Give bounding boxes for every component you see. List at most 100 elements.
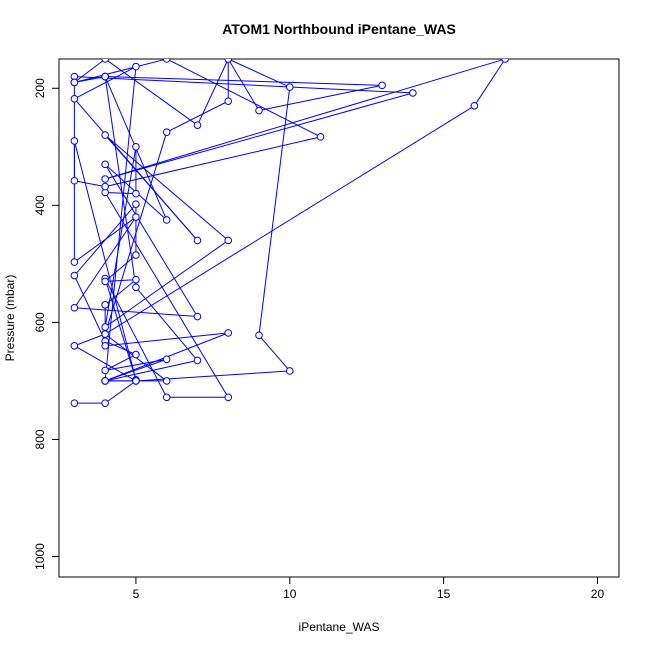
data-point (101, 330, 109, 338)
series-segment (105, 79, 136, 285)
series-segment (108, 192, 133, 194)
data-point (162, 393, 171, 402)
data-point (132, 62, 140, 71)
series-segment (258, 90, 290, 333)
data-point (132, 275, 140, 284)
data-point (101, 323, 109, 331)
series-segment (198, 61, 228, 123)
data-point (409, 89, 417, 97)
data-point (162, 377, 171, 385)
data-point (162, 59, 171, 63)
series-segment (108, 332, 226, 346)
series-segment (77, 76, 103, 83)
x-tick-label: 20 (591, 587, 605, 601)
series-segment (107, 355, 134, 370)
x-axis: 5 10 15 20 (133, 576, 605, 601)
data-point (193, 236, 202, 245)
data-point (70, 95, 79, 103)
data-point (70, 176, 79, 185)
series-segment (108, 360, 195, 381)
data-point (224, 59, 233, 63)
y-axis-label: Pressure (mbar) (3, 275, 17, 362)
data-point (193, 356, 202, 365)
x-tick-label: 15 (437, 587, 451, 601)
y-tick-label: 600 (33, 312, 47, 332)
data-point (224, 97, 233, 105)
series (70, 59, 509, 407)
x-tick-label: 10 (283, 587, 297, 601)
series-segment (76, 60, 103, 81)
y-tick-label: 1000 (33, 543, 47, 570)
data-point (255, 331, 263, 340)
series-segment (106, 195, 227, 395)
series-segment (107, 341, 134, 354)
data-point (132, 283, 140, 292)
data-point (70, 303, 79, 312)
y-axis: 200 400 600 800 1000 (33, 78, 60, 570)
data-point (101, 342, 109, 350)
series-segment (106, 166, 197, 314)
series-segment (107, 60, 196, 124)
series-segment (260, 337, 288, 369)
series-segment (137, 289, 196, 359)
data-point (162, 355, 171, 364)
data-point (224, 236, 233, 245)
data-point (162, 128, 171, 136)
x-axis-label: iPentane_WAS (299, 620, 380, 634)
x-tick-label: 5 (133, 587, 140, 601)
data-point (316, 133, 325, 141)
data-point (101, 377, 109, 385)
series-segment (105, 135, 167, 332)
series-segment (105, 281, 136, 377)
series-segment (76, 206, 135, 274)
series-segment (169, 102, 226, 132)
data-point (224, 329, 233, 337)
plot-frame (58, 58, 620, 578)
data-point (101, 399, 109, 407)
series-segment (107, 241, 226, 326)
y-tick-label: 400 (33, 195, 47, 215)
series-segment (77, 334, 103, 346)
data-point (101, 131, 109, 139)
data-point (224, 393, 233, 402)
series-segment (106, 281, 166, 395)
data-point (285, 83, 294, 91)
series-segment (77, 59, 164, 83)
data-point (70, 342, 79, 350)
data-point (378, 81, 386, 90)
data-point (101, 182, 109, 191)
series-segment (262, 85, 379, 111)
series-segment (107, 256, 134, 280)
series-segment (107, 281, 134, 304)
data-point (70, 399, 79, 407)
data-point (255, 106, 263, 115)
data-point (70, 137, 79, 145)
series-segment (108, 279, 133, 282)
series-segment (475, 61, 504, 104)
data-point (70, 258, 79, 266)
data-point (101, 59, 109, 63)
data-point (70, 78, 79, 87)
series-segment (104, 69, 137, 378)
series-segment (108, 59, 503, 179)
chart-title: ATOM1 Northbound iPentane_WAS (222, 21, 456, 37)
data-point (501, 59, 509, 63)
data-point (101, 160, 109, 169)
series-segment (105, 149, 136, 324)
data-point (132, 350, 140, 359)
y-tick-label: 200 (33, 78, 47, 98)
series-segment (77, 67, 134, 98)
series-segment (108, 76, 379, 86)
data-point (162, 216, 171, 224)
data-point (193, 312, 202, 321)
data-point (70, 271, 79, 280)
data-point (193, 121, 202, 129)
series-segment (77, 307, 195, 317)
data-point (132, 377, 140, 385)
series-segment (75, 278, 105, 339)
data-point (132, 142, 140, 151)
series-segment (107, 107, 472, 333)
series-segment (229, 61, 258, 108)
series-segment (77, 180, 103, 187)
